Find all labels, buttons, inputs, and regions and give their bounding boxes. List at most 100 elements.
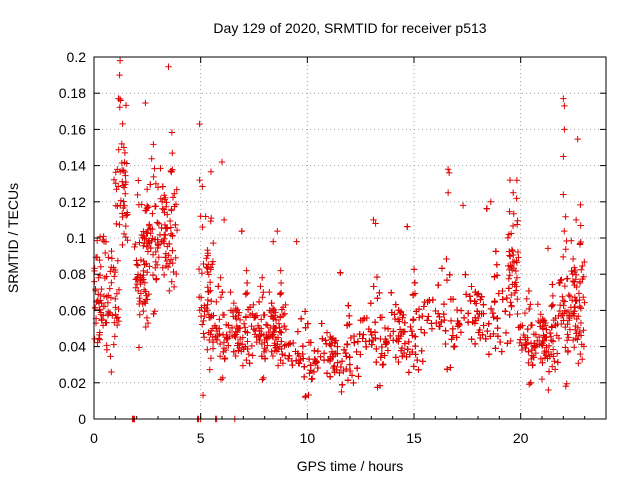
data-point-933	[334, 350, 341, 357]
data-point-1526	[508, 246, 516, 254]
x-tick-label-2: 10	[300, 430, 316, 446]
data-point-1827	[338, 388, 345, 396]
data-point-532	[219, 331, 227, 339]
data-point-448	[236, 316, 244, 324]
data-point-636	[279, 304, 287, 311]
data-point-1635	[530, 330, 538, 338]
data-point-1672	[540, 332, 547, 339]
data-point-380	[204, 252, 211, 259]
data-point-1748	[575, 313, 582, 320]
data-point-529	[223, 333, 231, 341]
data-point-129	[122, 190, 129, 197]
data-point-1432	[436, 313, 443, 321]
data-point-523	[209, 338, 217, 346]
data-point-67	[93, 253, 101, 261]
data-point-133	[120, 198, 127, 205]
data-point-590	[269, 352, 277, 360]
data-point-854	[350, 332, 358, 340]
data-point-344	[207, 168, 215, 175]
data-point-302	[157, 195, 164, 202]
data-point-1534	[506, 272, 513, 279]
data-point-331	[166, 240, 173, 248]
data-point-591	[274, 362, 282, 369]
data-point-1186	[377, 335, 384, 343]
data-point-445	[249, 352, 256, 359]
data-point-1110	[407, 323, 414, 331]
data-point-493	[241, 324, 249, 331]
data-point-1132	[390, 337, 397, 344]
data-point-1793	[576, 279, 584, 287]
data-point-114	[113, 220, 120, 228]
data-point-1418	[443, 366, 451, 373]
data-point-375	[205, 261, 212, 268]
data-point-1784	[580, 273, 587, 281]
data-point-105	[123, 212, 130, 219]
data-point-370	[199, 183, 206, 190]
data-point-203	[134, 262, 142, 269]
data-point-1742	[577, 319, 585, 327]
data-point-654	[262, 321, 270, 328]
data-point-453	[243, 267, 250, 274]
data-point-303	[169, 194, 177, 201]
data-point-81	[95, 298, 103, 305]
data-point-65	[107, 268, 114, 275]
data-point-1513	[507, 263, 515, 270]
data-point-668	[251, 314, 259, 321]
data-point-932	[344, 377, 352, 384]
data-point-1108	[374, 295, 381, 302]
data-point-579	[258, 340, 266, 348]
data-point-296	[167, 256, 175, 263]
data-point-1727	[566, 292, 574, 300]
data-point-155	[142, 323, 149, 331]
data-point-882	[333, 366, 340, 374]
data-point-329	[172, 221, 179, 229]
data-point-876	[338, 358, 346, 365]
data-point-568	[258, 316, 265, 323]
data-point-463	[219, 374, 226, 382]
data-point-1758	[556, 279, 564, 286]
data-point-440	[239, 334, 247, 341]
data-point-1723	[578, 356, 586, 363]
data-point-1705	[563, 237, 570, 245]
data-point-889	[345, 302, 352, 309]
data-point-8	[110, 176, 118, 183]
data-point-937	[330, 362, 338, 370]
data-point-1151	[401, 328, 409, 335]
data-point-199	[140, 267, 147, 275]
data-point-1487	[446, 271, 453, 278]
data-point-507	[238, 227, 246, 235]
data-point-1753	[580, 343, 588, 350]
data-point-573	[277, 289, 285, 297]
data-point-1426	[504, 340, 511, 347]
data-point-1684	[548, 324, 555, 331]
data-point-231	[159, 205, 166, 212]
data-point-360	[203, 255, 210, 262]
y-tick-label-2: 0.04	[59, 339, 86, 355]
data-point-1421	[485, 320, 492, 327]
data-point-1641	[534, 337, 541, 344]
data-point-883	[327, 342, 335, 349]
data-point-112	[116, 104, 123, 111]
data-point-661	[258, 352, 266, 360]
data-point-1188	[359, 335, 366, 342]
data-point-118	[121, 159, 128, 166]
data-point-1722	[558, 320, 565, 328]
data-point-640	[271, 347, 279, 354]
data-point-389	[204, 264, 211, 272]
data-point-289	[165, 63, 172, 70]
data-point-497	[236, 324, 244, 332]
data-point-281	[163, 199, 170, 206]
data-point-1165	[366, 337, 373, 345]
data-point-1531	[507, 230, 515, 237]
data-point-1138	[399, 314, 406, 321]
data-point-317	[152, 276, 160, 283]
data-point-443	[216, 352, 224, 360]
data-point-1720	[578, 266, 585, 273]
data-point-1462	[471, 340, 479, 348]
data-point-128	[122, 178, 130, 186]
data-point-868	[323, 329, 331, 336]
data-point-310	[155, 220, 163, 227]
data-point-182	[131, 243, 138, 251]
data-point-1655	[546, 329, 554, 337]
